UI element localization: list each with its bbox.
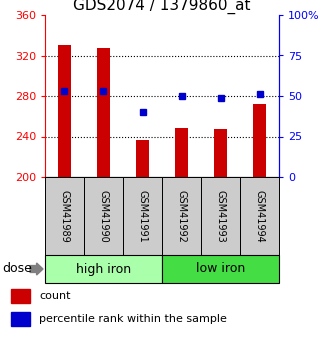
Bar: [175, 128, 188, 177]
Text: high iron: high iron: [76, 263, 131, 276]
Bar: [201, 177, 240, 255]
Text: GSM41993: GSM41993: [215, 190, 225, 243]
Bar: [84, 177, 123, 255]
Text: percentile rank within the sample: percentile rank within the sample: [39, 314, 227, 324]
Text: GSM41992: GSM41992: [177, 189, 187, 243]
Text: GSM41994: GSM41994: [255, 190, 265, 243]
Bar: [97, 48, 110, 177]
Bar: [123, 177, 162, 255]
Text: GSM41990: GSM41990: [99, 190, 108, 243]
Bar: [162, 255, 279, 283]
Bar: [162, 177, 201, 255]
Bar: [253, 104, 266, 177]
Text: low iron: low iron: [196, 263, 245, 276]
Bar: [136, 139, 149, 177]
Bar: [45, 255, 162, 283]
Bar: [11, 312, 30, 326]
Bar: [58, 46, 71, 177]
Bar: [240, 177, 279, 255]
Text: count: count: [39, 291, 71, 301]
Bar: [11, 289, 30, 303]
Bar: [45, 177, 84, 255]
Text: GSM41989: GSM41989: [59, 190, 70, 243]
Bar: [214, 129, 227, 177]
Text: dose: dose: [2, 263, 32, 276]
Title: GDS2074 / 1379860_at: GDS2074 / 1379860_at: [73, 0, 251, 14]
Text: GSM41991: GSM41991: [137, 190, 148, 243]
